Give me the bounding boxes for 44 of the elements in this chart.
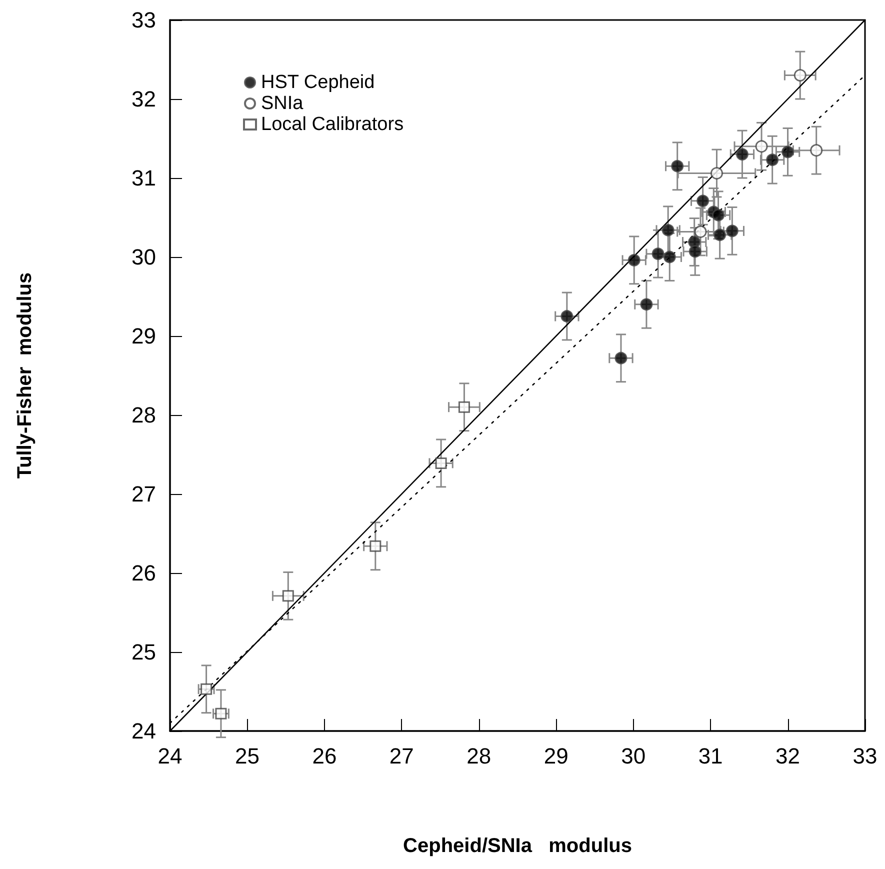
y-tick-label: 27 xyxy=(132,482,156,506)
point xyxy=(736,148,748,161)
point xyxy=(640,298,653,311)
point xyxy=(794,69,806,82)
point xyxy=(370,540,382,552)
point xyxy=(726,224,738,238)
x-tick-label: 30 xyxy=(621,744,646,768)
y-tick-label: 28 xyxy=(132,402,156,428)
x-tick-label: 28 xyxy=(466,744,492,768)
point xyxy=(282,590,294,602)
point xyxy=(782,146,794,158)
y-tick-label: 33 xyxy=(132,8,156,32)
x-tick-label: 29 xyxy=(544,744,568,768)
x-tick-label: 25 xyxy=(234,744,260,768)
point xyxy=(628,254,640,266)
point xyxy=(614,352,628,364)
point xyxy=(458,401,470,413)
point xyxy=(671,160,684,172)
point xyxy=(560,310,574,322)
y-tick-label: 26 xyxy=(132,560,156,586)
x-axis-title: Cepheid/SNIa modulus xyxy=(403,835,632,857)
legend-label: HST Cepheid xyxy=(261,72,375,93)
y-tick-label: 29 xyxy=(132,324,156,348)
y-tick-label: 31 xyxy=(132,166,156,190)
legend-label: SNIa xyxy=(261,93,304,114)
point xyxy=(755,140,768,153)
x-tick-label: 32 xyxy=(776,744,800,768)
y-tick-label: 24 xyxy=(132,718,156,744)
y-tick-label: 30 xyxy=(132,244,156,270)
point xyxy=(435,457,447,469)
point xyxy=(710,167,723,180)
x-tick-label: 24 xyxy=(158,744,182,768)
legend-label: Local Calibrators xyxy=(261,114,404,135)
point xyxy=(766,154,779,166)
point xyxy=(688,245,702,258)
point xyxy=(810,144,823,157)
x-tick-label: 33 xyxy=(852,744,878,768)
x-tick-label: 27 xyxy=(389,744,414,768)
y-tick-label: 25 xyxy=(132,640,156,664)
y-tick-label: 32 xyxy=(132,86,156,112)
x-tick-label: 31 xyxy=(698,744,723,768)
point xyxy=(652,248,664,260)
x-tick-label: 26 xyxy=(312,744,337,768)
y-axis-title: Tully-Fisher modulus xyxy=(14,272,36,479)
